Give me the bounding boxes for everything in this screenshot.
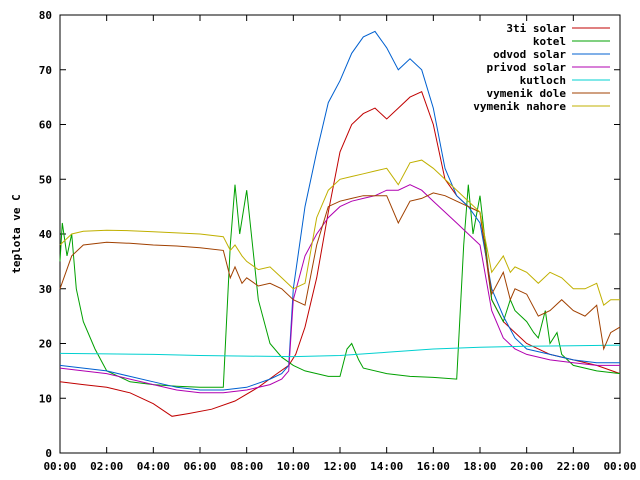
legend-label: vymenik dole <box>487 87 567 100</box>
x-tick-label: 02:00 <box>90 460 123 473</box>
x-tick-label: 00:00 <box>603 460 636 473</box>
y-tick-label: 40 <box>39 228 52 241</box>
x-tick-label: 04:00 <box>137 460 170 473</box>
y-tick-label: 20 <box>39 338 52 351</box>
x-tick-label: 16:00 <box>417 460 450 473</box>
y-axis-label: teplota ve C <box>10 194 23 273</box>
series-line-4 <box>59 344 621 358</box>
x-tick-label: 12:00 <box>323 460 356 473</box>
y-tick-label: 60 <box>39 119 52 132</box>
legend-label: odvod solar <box>493 48 566 61</box>
x-tick-label: 06:00 <box>183 460 216 473</box>
x-tick-label: 20:00 <box>510 460 543 473</box>
y-tick-label: 80 <box>39 9 52 22</box>
y-axis: 0 10 20 30 40 50 60 70 80 <box>39 9 620 460</box>
x-tick-label: 08:00 <box>230 460 263 473</box>
series-line-5 <box>59 192 621 351</box>
y-tick-label: 50 <box>39 173 52 186</box>
series-line-3 <box>59 184 620 394</box>
x-tick-label: 10:00 <box>277 460 310 473</box>
legend-label: privod solar <box>487 61 567 74</box>
x-tick-label: 14:00 <box>370 460 403 473</box>
legend-label: 3ti solar <box>506 22 566 35</box>
y-tick-label: 70 <box>39 64 52 77</box>
y-tick-label: 0 <box>45 447 52 460</box>
y-tick-label: 30 <box>39 283 52 296</box>
x-axis: 00:00 02:00 04:00 06:00 08:00 10:00 12:00 14:00… <box>43 15 637 473</box>
series-line-1 <box>59 184 621 388</box>
series-line-6 <box>59 159 620 307</box>
legend-label: vymenik nahore <box>473 100 566 113</box>
series-line-2 <box>59 30 620 391</box>
x-tick-label: 00:00 <box>43 460 76 473</box>
legend-label: kutloch <box>520 74 566 87</box>
x-tick-label: 22:00 <box>557 460 590 473</box>
x-tick-label: 18:00 <box>463 460 496 473</box>
series-group <box>59 30 621 417</box>
legend-label: kotel <box>533 35 566 48</box>
y-tick-label: 10 <box>39 392 52 405</box>
series-line-0 <box>59 91 621 417</box>
